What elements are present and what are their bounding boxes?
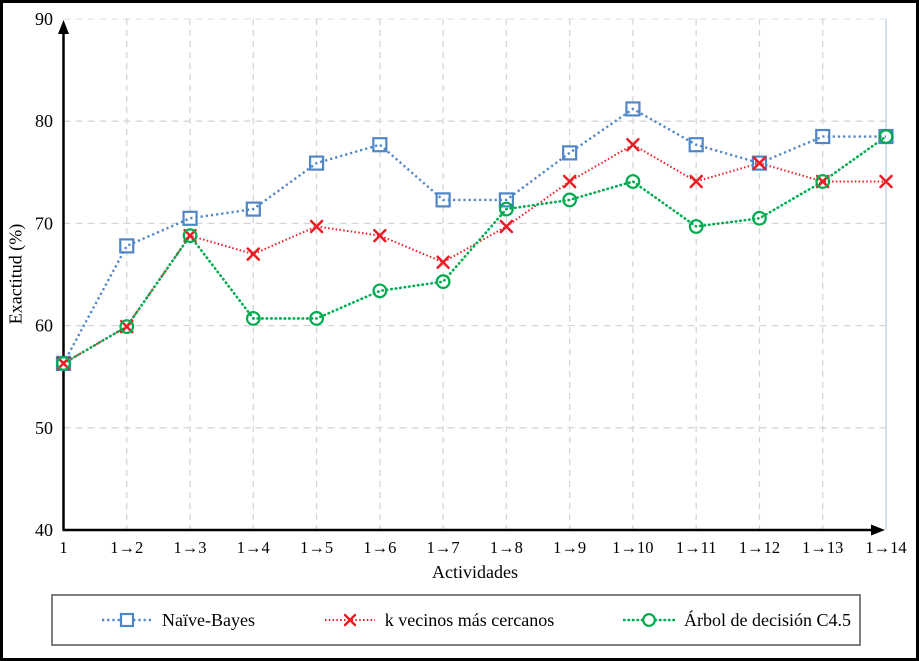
series-line-arbol-de-decision-c4-5 [62,135,888,365]
marker-naive-bayes-2 [182,210,198,226]
marker-mask-arbol-de-decision-c4-5-6 [436,275,450,288]
y-axis-arrow-icon [58,20,69,34]
marker-arbol-de-decision-c4-5-2 [182,228,198,244]
marker-arbol-de-decision-c4-5-3 [245,311,261,326]
x-axis-arrow-icon [871,524,885,536]
marker-arbol-de-decision-c4-5-7 [498,201,514,217]
y-axis-title: Exactitud (%) [5,223,26,325]
marker-naive-bayes-11 [751,155,768,171]
marker-arbol-de-decision-c4-5-1 [119,319,135,335]
marker-k-vecinos-mas-cercanos-2 [183,228,197,243]
x-tick-label-9: 1→10 [612,538,653,557]
marker-mask-arbol-de-decision-c4-5-5 [373,284,387,298]
legend-swatch-naive-bayes [102,612,152,628]
legend-label-arbol-de-decision-c4-5: Árbol de decisión C4.5 [684,609,851,630]
x-tick-label-4: 1→5 [300,538,333,557]
x-tick-label-3: 1→4 [237,538,270,557]
legend-marker-naive-bayes [119,612,135,628]
marker-naive-bayes-6 [435,192,451,208]
legend-label-k-vecinos-mas-cercanos: k vecinos más cercanos [384,609,555,630]
legend-item-arbol-de-decision-c4-5: Árbol de decisión C4.5 [623,610,851,631]
x-tick-label-5: 1→6 [363,538,396,557]
y-tick-label-50: 50 [35,418,53,438]
marker-naive-bayes-3 [245,201,261,217]
marker-arbol-de-decision-c4-5-5 [372,283,388,299]
x-tick-label-12: 1→13 [802,538,843,557]
marker-k-vecinos-mas-cercanos-9 [626,137,640,152]
series-line-naive-bayes [62,107,886,364]
marker-naive-bayes-12 [815,128,831,145]
series-line-k-vecinos-mas-cercanos [62,143,886,365]
y-tick-label-90: 90 [35,9,53,29]
marker-mask-naive-bayes-5 [373,138,387,152]
marker-mask-naive-bayes-2 [183,211,197,225]
marker-naive-bayes-1 [119,238,135,254]
x-tick-label-6: 1→7 [427,538,460,557]
x-tick-label-11: 1→12 [739,538,780,557]
x-tick-label-13: 1→14 [865,538,906,557]
marker-k-vecinos-mas-cercanos-4 [309,219,324,234]
legend-item-naive-bayes: Naïve-Bayes [101,610,255,631]
legend-swatch-arbol-de-decision-c4-5 [623,613,675,627]
marker-k-vecinos-mas-cercanos-0 [56,356,71,371]
marker-k-vecinos-mas-cercanos-7 [499,219,514,234]
x-tick-label-10: 1→11 [676,538,717,557]
legend-label-naive-bayes: Naïve-Bayes [162,609,255,630]
marker-arbol-de-decision-c4-5-4 [309,311,324,326]
marker-k-vecinos-mas-cercanos-12 [815,174,830,189]
x-tick-label-8: 1→9 [553,538,586,557]
marker-k-vecinos-mas-cercanos-5 [373,228,387,243]
y-tick-label-60: 60 [35,316,53,336]
legend-marker-arbol-de-decision-c4-5 [642,613,656,627]
y-tick-label-70: 70 [35,213,53,233]
marker-arbol-de-decision-c4-5-11 [752,210,767,226]
marker-arbol-de-decision-c4-5-13 [878,129,894,144]
marker-naive-bayes-4 [308,155,325,171]
marker-naive-bayes-9 [625,101,641,117]
marker-arbol-de-decision-c4-5-9 [625,174,641,189]
marker-arbol-de-decision-c4-5-12 [815,174,831,189]
legend-item-k-vecinos-mas-cercanos: k vecinos más cercanos [324,610,554,631]
marker-arbol-de-decision-c4-5-10 [688,219,704,234]
marker-k-vecinos-mas-cercanos-8 [562,174,577,189]
marker-arbol-de-decision-c4-5-8 [562,192,578,208]
marker-arbol-de-decision-c4-5-0 [56,356,71,371]
x-axis-title: Actividades [432,562,518,582]
plot-canvas: 40 50 60 70 80 90 1 1→2 1→3 1→4 1→5 1→6 1→7 1→8 1→9 1→1… [35,9,907,557]
y-tick-label-40: 40 [35,520,53,540]
x-tick-label-2: 1→3 [174,538,207,557]
legend-swatch-k-vecinos-mas-cercanos [324,613,375,627]
marker-naive-bayes-8 [562,145,578,161]
marker-k-vecinos-mas-cercanos-3 [246,247,261,261]
marker-k-vecinos-mas-cercanos-6 [436,255,450,269]
x-tick-label-7: 1→8 [490,538,523,557]
legend: Naïve-Bayes k vecinos más cercanos Árbol d… [51,594,861,646]
marker-k-vecinos-mas-cercanos-13 [879,174,893,189]
x-tick-label-0: 1 [59,538,67,557]
marker-k-vecinos-mas-cercanos-11 [752,156,767,170]
marker-k-vecinos-mas-cercanos-10 [689,174,703,189]
marker-k-vecinos-mas-cercanos-1 [120,319,134,334]
marker-mask-naive-bayes-1 [120,239,134,253]
marker-naive-bayes-5 [372,137,388,153]
marker-naive-bayes-10 [688,137,704,153]
marker-naive-bayes-7 [498,192,514,208]
y-tick-label-80: 80 [35,111,53,131]
marker-arbol-de-decision-c4-5-6 [435,274,451,290]
x-tick-label-1: 1→2 [110,538,143,557]
